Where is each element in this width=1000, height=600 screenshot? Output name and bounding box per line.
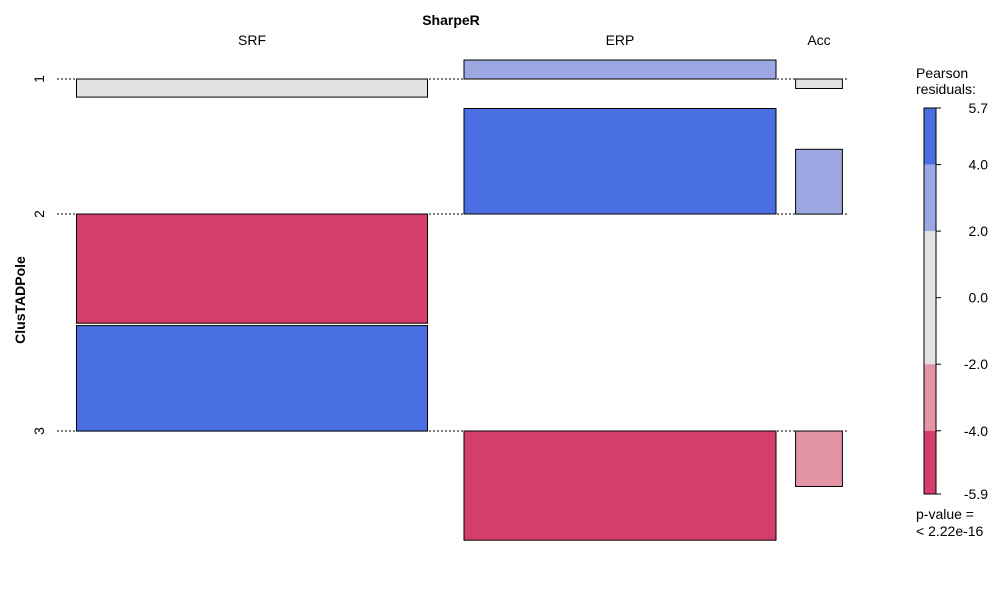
legend-title-line2: residuals: bbox=[916, 81, 976, 97]
cell-row-2-acc bbox=[795, 148, 843, 215]
column-label-srf: SRF bbox=[238, 32, 266, 48]
cell-row-3-erp bbox=[463, 430, 777, 541]
legend-tick-label: 2.0 bbox=[969, 223, 989, 239]
legend-band bbox=[924, 364, 936, 431]
cell-row-1-srf bbox=[76, 78, 428, 98]
legend-band bbox=[924, 231, 936, 365]
row-label-2: 2 bbox=[31, 210, 47, 218]
legend-tick-label: 0.0 bbox=[969, 290, 989, 306]
row-label-3: 3 bbox=[31, 427, 47, 435]
legend-band bbox=[924, 164, 936, 232]
cell-row-1-acc bbox=[795, 78, 843, 89]
legend-tick-label: 4.0 bbox=[969, 157, 989, 173]
p-value-line2: < 2.22e-16 bbox=[916, 523, 984, 539]
chart-title: SharpeR bbox=[422, 12, 480, 28]
cell-row-3-srf bbox=[76, 325, 428, 432]
legend-ticks: 5.7 4.0 2.0 0.0 -2.0 -4.0 -5.9 bbox=[936, 100, 988, 502]
legend-frame bbox=[923, 107, 937, 495]
row-label-1: 1 bbox=[31, 75, 47, 83]
cell-row-2-srf bbox=[76, 213, 428, 324]
cell-row-1-erp bbox=[463, 59, 777, 80]
p-value-line1: p-value = bbox=[916, 506, 974, 522]
legend-title-line1: Pearson bbox=[916, 65, 968, 81]
legend-tick-label: -4.0 bbox=[964, 423, 988, 439]
legend-tick-label: -2.0 bbox=[964, 356, 988, 372]
column-label-erp: ERP bbox=[606, 32, 635, 48]
legend-color-bar bbox=[924, 108, 936, 494]
cell-row-2-erp bbox=[463, 108, 777, 215]
legend-band bbox=[924, 430, 936, 494]
legend-tick-label: 5.7 bbox=[969, 100, 989, 116]
y-axis-title: ClusTADPole bbox=[12, 256, 28, 344]
cell-row-3-acc bbox=[795, 430, 843, 487]
column-label-acc: Acc bbox=[807, 32, 830, 48]
legend-band bbox=[924, 108, 936, 165]
legend-tick-label: -5.9 bbox=[964, 486, 988, 502]
